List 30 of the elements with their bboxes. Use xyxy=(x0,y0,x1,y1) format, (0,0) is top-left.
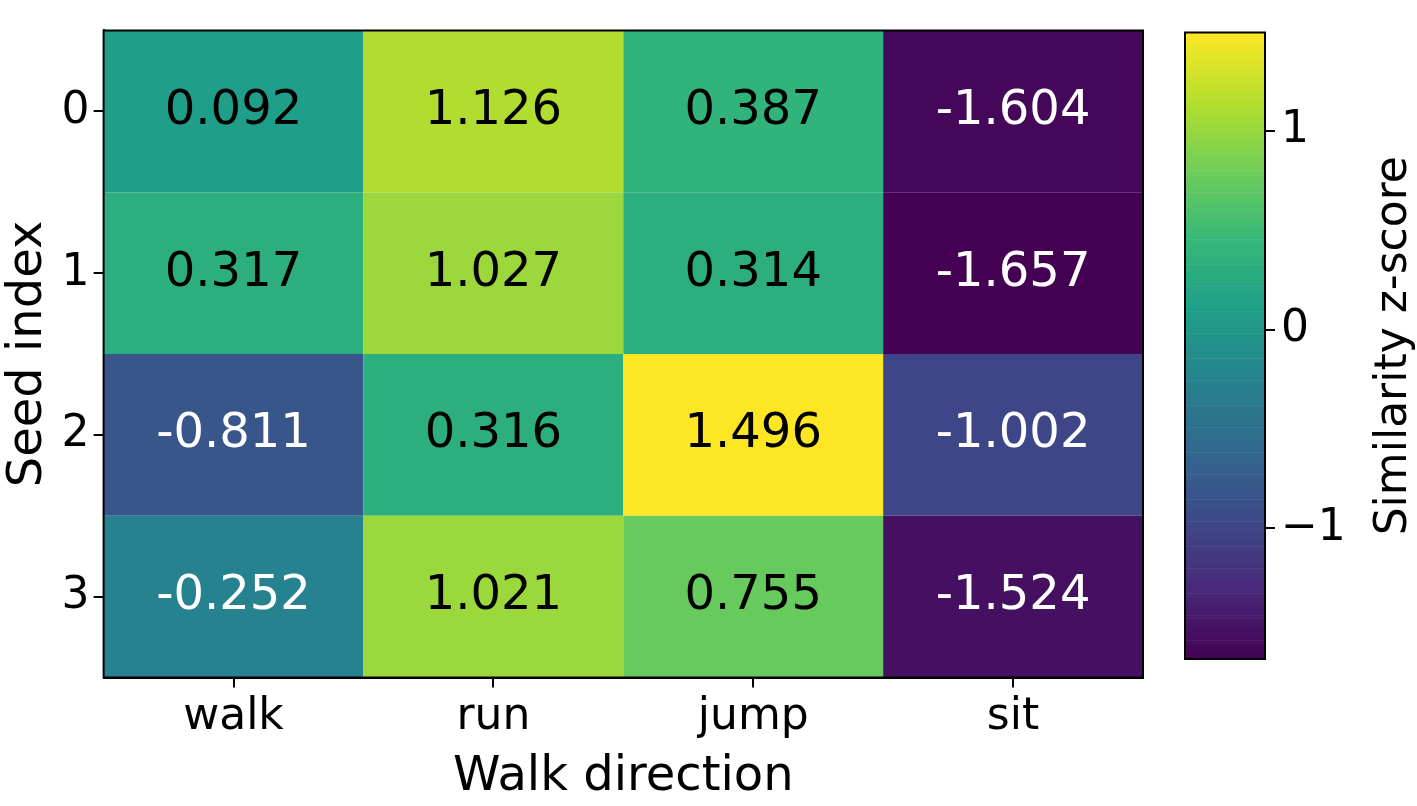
x-axis-title: Walk direction xyxy=(453,744,794,801)
color-bar-title: Similarity z-score xyxy=(1365,156,1417,536)
y-tick-label: 2 xyxy=(61,405,90,457)
data-label: 0.387 xyxy=(684,78,822,135)
data-label: 1.021 xyxy=(424,564,563,621)
x-tick-label: sit xyxy=(986,688,1040,740)
data-label: -1.604 xyxy=(935,78,1091,135)
x-tick-label: jump xyxy=(696,688,809,740)
y-tick-label: 3 xyxy=(61,567,90,619)
data-label: -1.002 xyxy=(935,402,1091,459)
data-label: 0.755 xyxy=(684,564,822,621)
data-label: -1.657 xyxy=(935,240,1091,297)
y-tick-label: 0 xyxy=(61,81,90,133)
data-label: 1.027 xyxy=(424,240,563,297)
data-label: 0.317 xyxy=(164,240,303,297)
color-bar-label: 1 xyxy=(1281,101,1309,153)
data-label: 1.496 xyxy=(684,402,822,459)
x-tick-label: run xyxy=(456,688,531,740)
y-tick-label: 1 xyxy=(61,243,90,295)
data-label: -0.811 xyxy=(156,402,311,459)
data-label: 1.126 xyxy=(424,78,563,135)
data-label: 0.092 xyxy=(164,78,303,135)
data-label: -1.524 xyxy=(935,564,1091,621)
color-bar-label: 0 xyxy=(1281,300,1309,352)
x-tick-label: walk xyxy=(183,688,285,740)
y-axis-title: Seed index xyxy=(0,220,53,488)
data-label: 0.316 xyxy=(424,402,563,459)
data-label: 0.314 xyxy=(684,240,822,297)
data-label: -0.252 xyxy=(156,564,311,621)
color-bar-label: −1 xyxy=(1281,498,1346,550)
